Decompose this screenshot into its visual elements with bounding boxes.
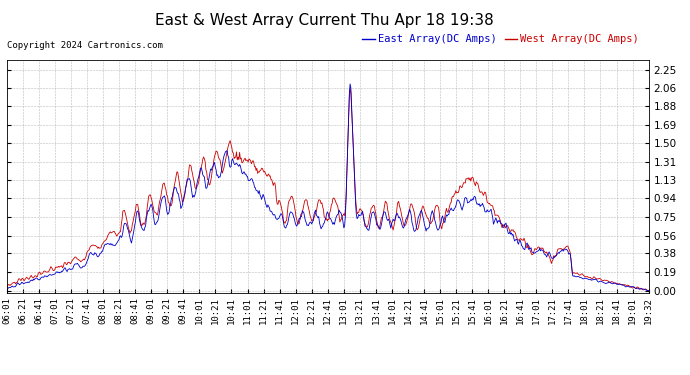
- East Array(DC Amps): [155, 208, 164, 212]
- West Array(DC Amps): [346, 86, 354, 91]
- West Array(DC Amps): [421, 210, 429, 215]
- West Array(DC Amps): [177, 190, 185, 195]
- West Array(DC Amps): [397, 214, 406, 219]
- East Array(DC Amps): [3, 288, 11, 292]
- Text: Copyright 2024 Cartronics.com: Copyright 2024 Cartronics.com: [7, 41, 163, 50]
- West Array(DC Amps): [155, 199, 164, 204]
- West Array(DC Amps): [644, 288, 653, 293]
- West Array(DC Amps): [278, 208, 286, 212]
- West Array(DC Amps): [644, 288, 652, 293]
- East Array(DC Amps): [346, 82, 354, 86]
- East Array(DC Amps): [644, 288, 653, 293]
- Legend: East Array(DC Amps), West Array(DC Amps): East Array(DC Amps), West Array(DC Amps): [358, 30, 643, 49]
- East Array(DC Amps): [644, 288, 652, 293]
- West Array(DC Amps): [101, 238, 109, 243]
- East Array(DC Amps): [421, 225, 429, 230]
- Line: West Array(DC Amps): West Array(DC Amps): [7, 88, 649, 291]
- East Array(DC Amps): [278, 212, 286, 217]
- West Array(DC Amps): [3, 286, 11, 291]
- Text: East & West Array Current Thu Apr 18 19:38: East & West Array Current Thu Apr 18 19:…: [155, 13, 493, 28]
- East Array(DC Amps): [177, 206, 185, 211]
- Line: East Array(DC Amps): East Array(DC Amps): [7, 84, 649, 291]
- East Array(DC Amps): [101, 243, 109, 247]
- East Array(DC Amps): [397, 222, 406, 226]
